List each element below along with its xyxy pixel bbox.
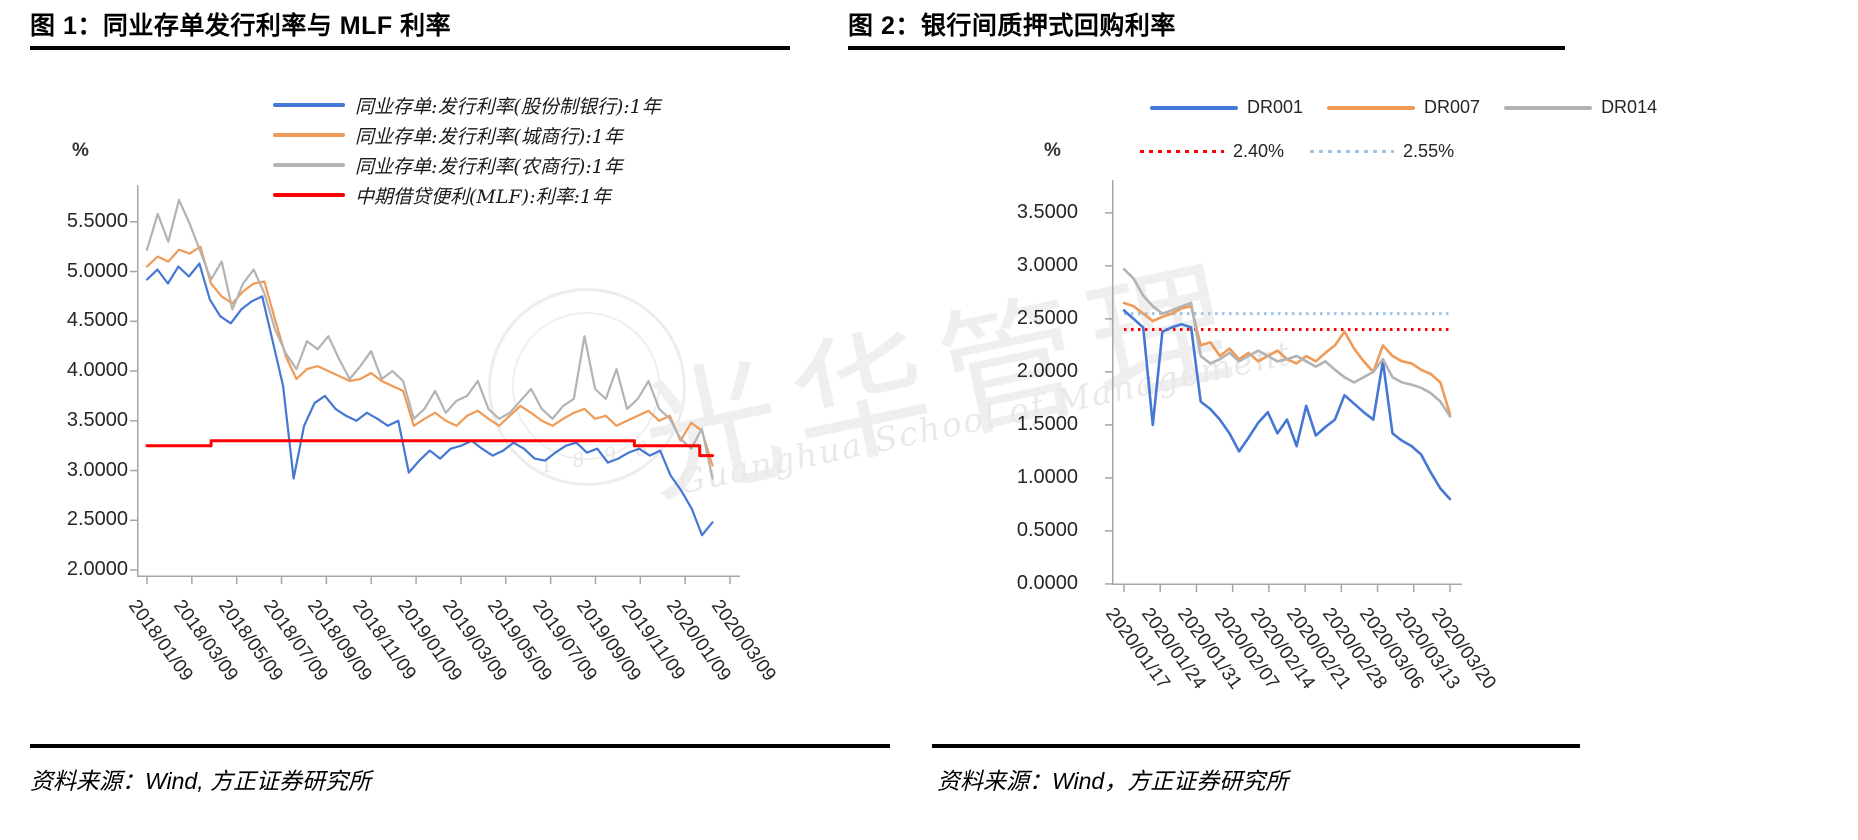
legend-swatch: [1140, 150, 1224, 153]
legend-item: DR001: [1150, 97, 1303, 118]
legend-swatch: [1327, 105, 1416, 110]
legend-swatch: [1310, 150, 1395, 153]
series-line-中期借贷便利(MLF):利率:1年: [145, 439, 714, 458]
figure1-title: 图 1：同业存单发行利率与 MLF 利率: [30, 12, 452, 40]
y-tick-label: 2.5000: [66, 508, 128, 531]
y-tick-label: 0.5000: [1016, 518, 1078, 541]
y-tick-label: 1.0000: [1016, 465, 1078, 488]
y-tick-label: 0.0000: [1016, 571, 1078, 594]
figure1-source: 资料来源：Wind, 方正证券研究所: [30, 768, 371, 794]
legend-item: 2.40%: [1140, 141, 1284, 162]
y-tick-label: 2.0000: [1016, 359, 1078, 382]
figure2-source: 资料来源：Wind，方正证券研究所: [937, 768, 1289, 794]
y-tick-label: 3.0000: [66, 458, 128, 481]
legend-row-series: DR001 DR007 DR014: [1150, 97, 1657, 118]
legend-swatch: [273, 103, 345, 107]
y-tick-label: 3.0000: [1016, 253, 1078, 276]
figure2-unit-label: %: [1044, 140, 1061, 161]
legend-item: 中期借贷便利(MLF):利率:1年: [273, 180, 661, 210]
legend-label: 同业存单:发行利率(城商行):1年: [355, 125, 623, 148]
legend-swatch: [1504, 105, 1593, 110]
series-line-DR014: [1122, 267, 1452, 418]
y-tick-label: 3.5000: [66, 408, 128, 431]
y-tick-label: 5.5000: [66, 209, 128, 232]
legend-swatch: [273, 193, 345, 197]
legend-row-reference: 2.40% 2.55%: [1140, 141, 1454, 162]
legend-label: 同业存单:发行利率(农商行):1年: [355, 155, 623, 178]
figure2-title: 图 2：银行间质押式回购利率: [848, 12, 1176, 40]
y-tick-label: 5.0000: [66, 259, 128, 282]
figure1-title-rule: [30, 46, 790, 50]
series-line-同业存单:发行利率(股份制银行):1年: [145, 262, 714, 537]
legend-label: 同业存单:发行利率(股份制银行):1年: [355, 95, 661, 118]
legend-item: DR014: [1504, 97, 1657, 118]
legend-item: 同业存单:发行利率(股份制银行):1年: [273, 90, 661, 120]
legend: 同业存单:发行利率(股份制银行):1年 同业存单:发行利率(城商行):1年 同业存单…: [273, 90, 661, 210]
y-tick-label: 4.0000: [66, 359, 128, 382]
legend-swatch: [273, 163, 345, 167]
legend-label: DR014: [1601, 97, 1658, 117]
y-tick-label: 2.5000: [1016, 306, 1078, 329]
legend-swatch: [273, 133, 345, 137]
legend-label: 2.40%: [1233, 141, 1285, 161]
legend-swatch: [1150, 105, 1238, 110]
legend-item: DR007: [1327, 97, 1480, 118]
y-tick-label: 3.5000: [1016, 200, 1078, 223]
y-tick-label: 4.5000: [66, 309, 128, 332]
legend-label: DR001: [1247, 97, 1304, 117]
legend-label: 2.55%: [1403, 141, 1455, 161]
y-tick-label: 1.5000: [1016, 412, 1078, 435]
figure2-title-rule: [848, 46, 1565, 50]
series-line-同业存单:发行利率(城商行):1年: [145, 245, 714, 467]
legend-label: 中期借贷便利(MLF):利率:1年: [355, 185, 611, 208]
series-line-同业存单:发行利率(农商行):1年: [145, 198, 714, 480]
legend-item: 同业存单:发行利率(农商行):1年: [273, 150, 661, 180]
legend-label: DR007: [1424, 97, 1481, 117]
y-tick-label: 2.0000: [66, 558, 128, 581]
figure1-unit-label: %: [72, 140, 89, 161]
plot-area: [1105, 180, 1462, 592]
figure2-bottom-rule: [932, 744, 1580, 748]
figure1-bottom-rule: [30, 744, 890, 748]
legend-item: 2.55%: [1310, 141, 1454, 162]
plot-area: [130, 185, 740, 584]
legend-item: 同业存单:发行利率(城商行):1年: [273, 120, 661, 150]
series-line-DR001: [1122, 309, 1452, 501]
